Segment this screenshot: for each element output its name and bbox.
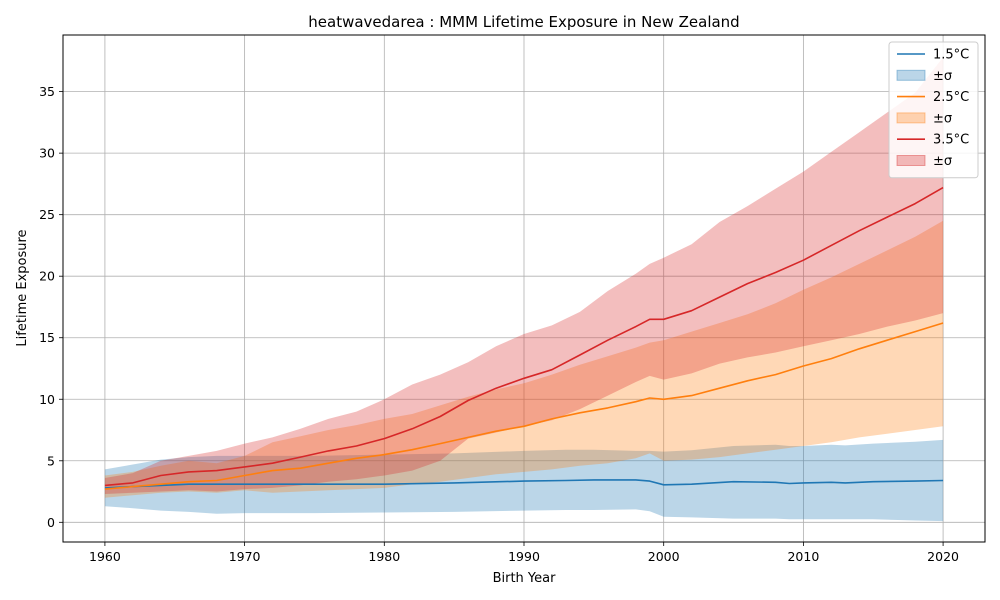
legend-label: ±σ [933,154,952,169]
y-tick-label: 30 [39,146,55,161]
x-axis-ticks: 1960 1970 1980 1990 2000 2010 2020 [89,542,959,564]
y-tick-label: 10 [39,392,55,407]
y-tick-label: 0 [47,515,55,530]
chart-title: heatwavedarea : MMM Lifetime Exposure in… [308,13,739,31]
legend-band-swatch [896,112,926,124]
y-tick-label: 5 [47,453,55,468]
y-axis-label: Lifetime Exposure [15,229,30,346]
x-tick-label: 2000 [648,549,680,564]
series-line-3 [104,186,944,487]
y-axis-ticks: 0 5 10 15 20 25 30 35 [39,84,63,530]
y-tick-label: 25 [39,207,55,222]
y-tick-label: 35 [39,84,55,99]
series-line-2 [104,322,944,490]
sigma-band-series-2 [104,220,944,498]
legend-label: ±σ [933,111,952,126]
legend-label: ±σ [933,69,952,84]
legend: 1.5°C ±σ 2.5°C ±σ 3.5°C ±σ [888,41,979,179]
x-tick-label: 2010 [787,549,819,564]
x-tick-label: 1970 [229,549,261,564]
x-tick-label: 1960 [89,549,121,564]
y-tick-label: 20 [39,269,55,284]
legend-label: 3.5°C [933,133,969,148]
series-line-1 [104,479,944,489]
legend-band-swatch [896,69,926,81]
series-lines [104,186,944,490]
y-tick-label: 15 [39,330,55,345]
x-tick-label: 1990 [508,549,540,564]
legend-label: 2.5°C [933,90,969,105]
x-tick-label: 2020 [927,549,959,564]
legend-box [888,41,979,179]
grid-lines [63,35,985,542]
legend-label: 1.5°C [933,48,969,63]
x-tick-label: 1980 [368,549,400,564]
sigma-band-series-3 [104,57,944,494]
x-axis-label: Birth Year [493,571,557,586]
legend-band-swatch [896,155,926,166]
